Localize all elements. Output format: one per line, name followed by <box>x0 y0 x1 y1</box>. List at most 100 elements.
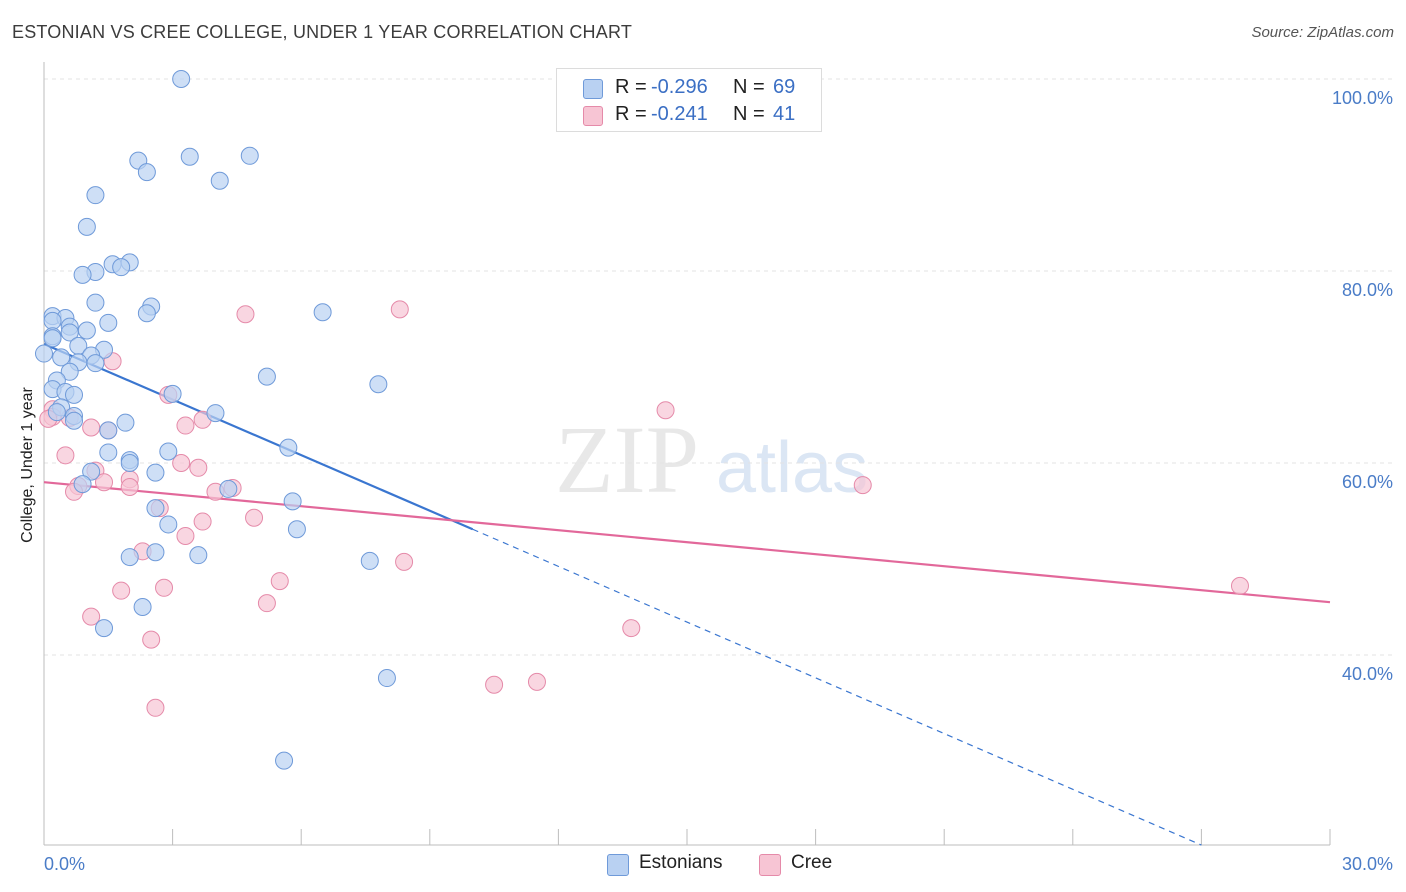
estonians-point[interactable] <box>99 313 118 332</box>
estonians-point[interactable] <box>60 323 79 342</box>
cree-point[interactable] <box>112 581 131 600</box>
estonians-point[interactable] <box>146 499 165 518</box>
estonians-point[interactable] <box>86 186 105 205</box>
estonians-point[interactable] <box>86 354 105 373</box>
cree-r-label: R = <box>615 103 647 125</box>
cree-point[interactable] <box>245 508 264 527</box>
cree-point[interactable] <box>146 698 165 717</box>
estonians-n-label: N = <box>733 76 765 98</box>
estonians-point[interactable] <box>360 551 379 570</box>
cree-r-value: -0.241 <box>651 103 708 125</box>
cree-trend-line <box>43 481 1331 604</box>
source-label: Source: ZipAtlas.com <box>1251 24 1394 41</box>
estonians-point[interactable] <box>52 348 71 367</box>
cree-point[interactable] <box>395 552 414 571</box>
estonians-point[interactable] <box>77 321 96 340</box>
estonians-point[interactable] <box>146 543 165 562</box>
y-tick-label: 60.0% <box>1342 472 1393 492</box>
estonians-point[interactable] <box>112 258 131 277</box>
cree-point[interactable] <box>1230 576 1249 595</box>
estonians-point[interactable] <box>116 413 135 432</box>
estonians-point[interactable] <box>137 163 156 182</box>
stats-row-cree: R = -0.241 N = 41 <box>557 102 821 128</box>
estonians-point[interactable] <box>287 520 306 539</box>
cree-point[interactable] <box>270 572 289 591</box>
stats-box: R = -0.296 N = 69 R = -0.241 N = 41 <box>556 68 822 132</box>
cree-point[interactable] <box>193 512 212 531</box>
estonians-point[interactable] <box>99 443 118 462</box>
estonians-point[interactable] <box>120 548 139 567</box>
cree-point[interactable] <box>257 594 276 613</box>
estonians-point[interactable] <box>77 217 96 236</box>
legend-estonians-swatch <box>607 854 629 876</box>
legend-cree-label: Cree <box>791 852 833 873</box>
estonians-point[interactable] <box>159 515 178 534</box>
estonians-point[interactable] <box>180 147 199 166</box>
estonians-point[interactable] <box>219 479 238 498</box>
legend-estonians-label: Estonians <box>639 852 723 873</box>
estonians-point[interactable] <box>60 362 79 381</box>
cree-n-value: 41 <box>773 103 796 125</box>
estonians-point[interactable] <box>133 598 152 616</box>
cree-point[interactable] <box>622 619 641 638</box>
cree-point[interactable] <box>82 607 101 626</box>
cree-point[interactable] <box>189 458 208 477</box>
x-tick-label: 30.0% <box>1342 854 1393 874</box>
estonians-swatch <box>583 79 603 99</box>
cree-point[interactable] <box>95 473 114 492</box>
x-tick-label: 0.0% <box>44 854 85 874</box>
cree-point[interactable] <box>527 672 546 691</box>
cree-point[interactable] <box>485 675 504 694</box>
estonians-point[interactable] <box>137 304 156 323</box>
estonians-point[interactable] <box>377 669 396 688</box>
cree-point[interactable] <box>853 476 872 495</box>
estonians-point[interactable] <box>172 70 191 88</box>
estonians-point[interactable] <box>313 303 332 322</box>
estonians-point[interactable] <box>279 438 298 457</box>
estonians-r-value: -0.296 <box>651 76 708 98</box>
estonians-point[interactable] <box>86 293 105 312</box>
estonians-point[interactable] <box>73 475 92 494</box>
estonians-point[interactable] <box>206 404 225 423</box>
legend-cree-swatch <box>759 854 781 876</box>
cree-point[interactable] <box>155 578 174 597</box>
estonians-point[interactable] <box>189 546 208 565</box>
estonians-point[interactable] <box>163 384 182 403</box>
estonians-point[interactable] <box>120 454 139 472</box>
cree-point[interactable] <box>142 630 161 649</box>
estonians-n-value: 69 <box>773 76 796 98</box>
estonians-point[interactable] <box>283 492 302 511</box>
cree-point[interactable] <box>176 416 195 435</box>
estonians-point[interactable] <box>82 462 101 481</box>
watermark-zip: ZIP <box>555 406 699 513</box>
estonians-point[interactable] <box>47 403 66 422</box>
cree-point[interactable] <box>390 300 409 319</box>
cree-point[interactable] <box>236 305 255 324</box>
cree-point[interactable] <box>56 446 75 465</box>
estonians-point[interactable] <box>210 171 229 190</box>
estonians-point[interactable] <box>257 367 276 386</box>
cree-point[interactable] <box>172 454 191 472</box>
estonians-trend-line <box>43 342 474 531</box>
cree-point[interactable] <box>176 526 195 545</box>
estonians-point[interactable] <box>35 344 53 363</box>
estonians-point[interactable] <box>146 463 165 482</box>
estonians-point[interactable] <box>275 751 294 770</box>
cree-n-label: N = <box>733 103 765 125</box>
estonians-point[interactable] <box>65 411 84 430</box>
estonians-trend-extension <box>472 528 1202 846</box>
estonians-point[interactable] <box>73 265 92 284</box>
y-tick-label: 80.0% <box>1342 280 1393 300</box>
estonians-point[interactable] <box>369 375 388 394</box>
estonians-point[interactable] <box>240 146 259 165</box>
estonians-point[interactable] <box>159 442 178 461</box>
estonians-point[interactable] <box>95 619 114 638</box>
estonians-point[interactable] <box>65 385 84 404</box>
cree-point[interactable] <box>82 418 101 437</box>
estonians-point[interactable] <box>99 421 118 440</box>
cree-point[interactable] <box>656 401 675 420</box>
estonians-point[interactable] <box>43 329 62 348</box>
cree-point[interactable] <box>120 478 139 496</box>
estonians-point[interactable] <box>43 311 62 330</box>
